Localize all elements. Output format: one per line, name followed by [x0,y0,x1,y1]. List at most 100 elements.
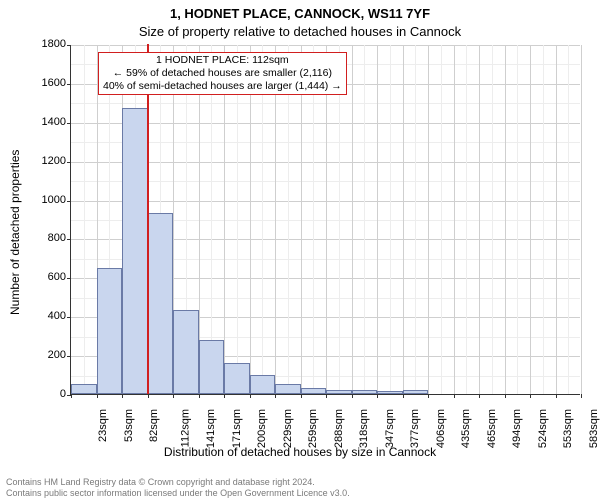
x-tick-mark [326,394,327,398]
grid-line-v-minor [313,45,314,394]
annotation-line: 40% of semi-detached houses are larger (… [103,80,342,93]
grid-line-v [403,45,404,394]
page-title: 1, HODNET PLACE, CANNOCK, WS11 7YF [0,6,600,21]
y-tick-label: 0 [16,388,66,400]
histogram-bar [403,390,429,394]
x-tick-mark [301,394,302,398]
grid-line-v [454,45,455,394]
y-tick-label: 1400 [16,116,66,128]
x-tick-label: 171sqm [231,409,243,448]
grid-line-v-minor [517,45,518,394]
grid-line-v-minor [441,45,442,394]
grid-line-v [275,45,276,394]
property-marker-line [147,44,149,394]
grid-line-v [377,45,378,394]
x-tick-mark [275,394,276,398]
x-tick-label: 406sqm [435,409,447,448]
x-tick-label: 524sqm [537,409,549,448]
grid-line-v-minor [466,45,467,394]
page-subtitle: Size of property relative to detached ho… [0,24,600,39]
y-tick-mark [67,162,71,163]
histogram-bar [199,340,225,394]
y-tick-mark [67,45,71,46]
annotation-line: ← 59% of detached houses are smaller (2,… [103,67,342,80]
grid-line-v [556,45,557,394]
grid-line-v-minor [492,45,493,394]
grid-line-v-minor [339,45,340,394]
grid-line-v-minor [543,45,544,394]
histogram-bar [122,108,148,394]
x-tick-label: 200sqm [256,409,268,448]
x-tick-label: 288sqm [333,409,345,448]
y-tick-label: 1200 [16,155,66,167]
x-tick-label: 53sqm [123,409,135,442]
histogram-plot [70,45,580,395]
x-tick-label: 82sqm [148,409,160,442]
x-tick-label: 23sqm [97,409,109,442]
x-tick-mark [403,394,404,398]
x-tick-mark [173,394,174,398]
grid-line-v [505,45,506,394]
histogram-bar [301,388,327,394]
x-tick-label: 141sqm [205,409,217,448]
x-tick-label: 259sqm [307,409,319,448]
grid-line-v [301,45,302,394]
x-tick-mark [199,394,200,398]
x-tick-mark [556,394,557,398]
x-tick-label: 112sqm [179,409,191,447]
x-tick-mark [505,394,506,398]
grid-line-v-minor [390,45,391,394]
x-tick-label: 494sqm [511,409,523,448]
x-tick-label: 229sqm [282,409,294,448]
x-tick-mark [122,394,123,398]
x-tick-label: 318sqm [358,409,370,448]
x-tick-mark [530,394,531,398]
x-tick-mark [224,394,225,398]
grid-line-v [224,45,225,394]
grid-line-v-minor [568,45,569,394]
histogram-bar [275,384,301,394]
x-tick-mark [250,394,251,398]
histogram-bar [173,310,199,394]
footer-line: Contains public sector information licen… [6,488,350,498]
x-tick-mark [454,394,455,398]
histogram-bar [352,390,378,394]
x-tick-label: 347sqm [384,409,396,448]
histogram-bar [377,391,403,394]
y-tick-mark [67,278,71,279]
y-tick-mark [67,123,71,124]
annotation-box: 1 HODNET PLACE: 112sqm← 59% of detached … [98,52,347,95]
y-tick-mark [67,356,71,357]
x-tick-label: 465sqm [486,409,498,448]
y-tick-label: 1000 [16,194,66,206]
y-tick-label: 400 [16,310,66,322]
grid-line-v-minor [237,45,238,394]
y-tick-label: 1600 [16,77,66,89]
grid-line-v-minor [364,45,365,394]
x-tick-label: 435sqm [460,409,472,448]
grid-line-v-minor [262,45,263,394]
x-tick-mark [479,394,480,398]
x-axis-label: Distribution of detached houses by size … [0,445,600,459]
grid-line-v [250,45,251,394]
grid-line-v [581,45,582,394]
y-tick-mark [67,201,71,202]
x-tick-mark [581,394,582,398]
histogram-bar [250,375,276,394]
x-tick-mark [428,394,429,398]
grid-line-v [326,45,327,394]
histogram-bar [97,268,123,394]
x-tick-mark [148,394,149,398]
grid-line-v [352,45,353,394]
y-tick-label: 800 [16,232,66,244]
histogram-bar [148,213,174,394]
attribution-footer: Contains HM Land Registry data © Crown c… [6,477,350,498]
grid-line-v [428,45,429,394]
y-tick-mark [67,84,71,85]
grid-line-v [530,45,531,394]
grid-line-v [479,45,480,394]
x-tick-label: 377sqm [409,409,421,448]
y-tick-mark [67,317,71,318]
x-tick-mark [377,394,378,398]
x-tick-mark [71,394,72,398]
